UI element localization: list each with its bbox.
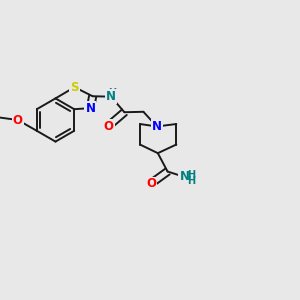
Text: H: H bbox=[108, 88, 116, 98]
Text: O: O bbox=[146, 177, 156, 190]
Text: H: H bbox=[187, 176, 195, 185]
Text: S: S bbox=[70, 81, 79, 94]
Text: N: N bbox=[179, 170, 189, 183]
Text: O: O bbox=[13, 113, 23, 127]
Text: N: N bbox=[85, 102, 95, 115]
Text: N: N bbox=[106, 90, 116, 103]
Text: H: H bbox=[187, 169, 195, 179]
Text: N: N bbox=[152, 120, 162, 133]
Text: O: O bbox=[104, 120, 114, 133]
